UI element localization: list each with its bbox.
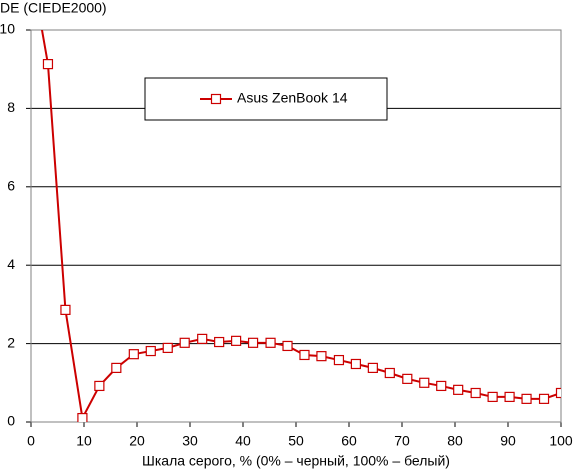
data-point: [316, 351, 327, 362]
y-tick-label: 10: [0, 21, 15, 37]
data-point: [555, 387, 561, 399]
x-tick-label: 10: [76, 433, 92, 449]
legend-marker: [210, 93, 222, 105]
data-point: [94, 380, 105, 392]
data-point: [333, 354, 345, 366]
data-point: [60, 304, 71, 315]
x-tick-label: 20: [129, 433, 145, 449]
x-tick-label: 30: [182, 433, 198, 449]
y-tick-label: 8: [7, 99, 15, 115]
data-point: [384, 367, 395, 379]
data-point: [470, 387, 481, 399]
data-point: [538, 393, 550, 404]
y-tick-label: 6: [7, 178, 15, 194]
x-tick-label: 0: [27, 433, 35, 449]
data-point: [111, 362, 122, 374]
data-point: [214, 336, 225, 348]
x-axis-label: Шкала серого, % (0% – черный, 100% – бел…: [142, 453, 450, 469]
data-point: [402, 373, 413, 384]
data-point: [247, 337, 259, 348]
data-point: [436, 380, 447, 392]
x-tick-label: 50: [288, 433, 304, 449]
legend: Asus ZenBook 14: [200, 90, 348, 106]
y-tick-label: 2: [7, 334, 15, 350]
plot-frame: [30, 29, 562, 423]
data-point: [179, 337, 190, 348]
data-point: [197, 333, 208, 344]
plot-area: [40, 30, 561, 422]
series-line: [40, 30, 561, 422]
x-tick-label: 80: [447, 433, 463, 449]
data-point: [265, 337, 276, 348]
legend-box: [144, 77, 388, 121]
data-point: [42, 59, 54, 70]
data-point: [282, 340, 293, 352]
data-point: [299, 349, 310, 361]
legend-label: Asus ZenBook 14: [237, 90, 348, 106]
x-tick-label: 60: [341, 433, 357, 449]
x-tick-label: 100: [549, 433, 573, 449]
data-point: [521, 393, 532, 404]
data-point: [77, 412, 88, 422]
data-point: [162, 342, 173, 354]
y-tick-label: 4: [7, 256, 15, 272]
data-point: [145, 345, 156, 357]
data-point: [487, 391, 498, 403]
data-point: [504, 391, 515, 403]
x-tick-label: 70: [394, 433, 410, 449]
x-tick-label: 40: [235, 433, 251, 449]
data-point: [350, 358, 361, 370]
y-axis-label: DE (CIEDE2000): [0, 0, 107, 16]
data-point: [231, 335, 242, 346]
y-tick-label: 0: [7, 413, 15, 429]
data-point: [453, 384, 464, 395]
data-point: [128, 349, 139, 360]
data-point: [367, 362, 378, 374]
data-point: [419, 377, 430, 388]
x-tick-label: 90: [500, 433, 516, 449]
